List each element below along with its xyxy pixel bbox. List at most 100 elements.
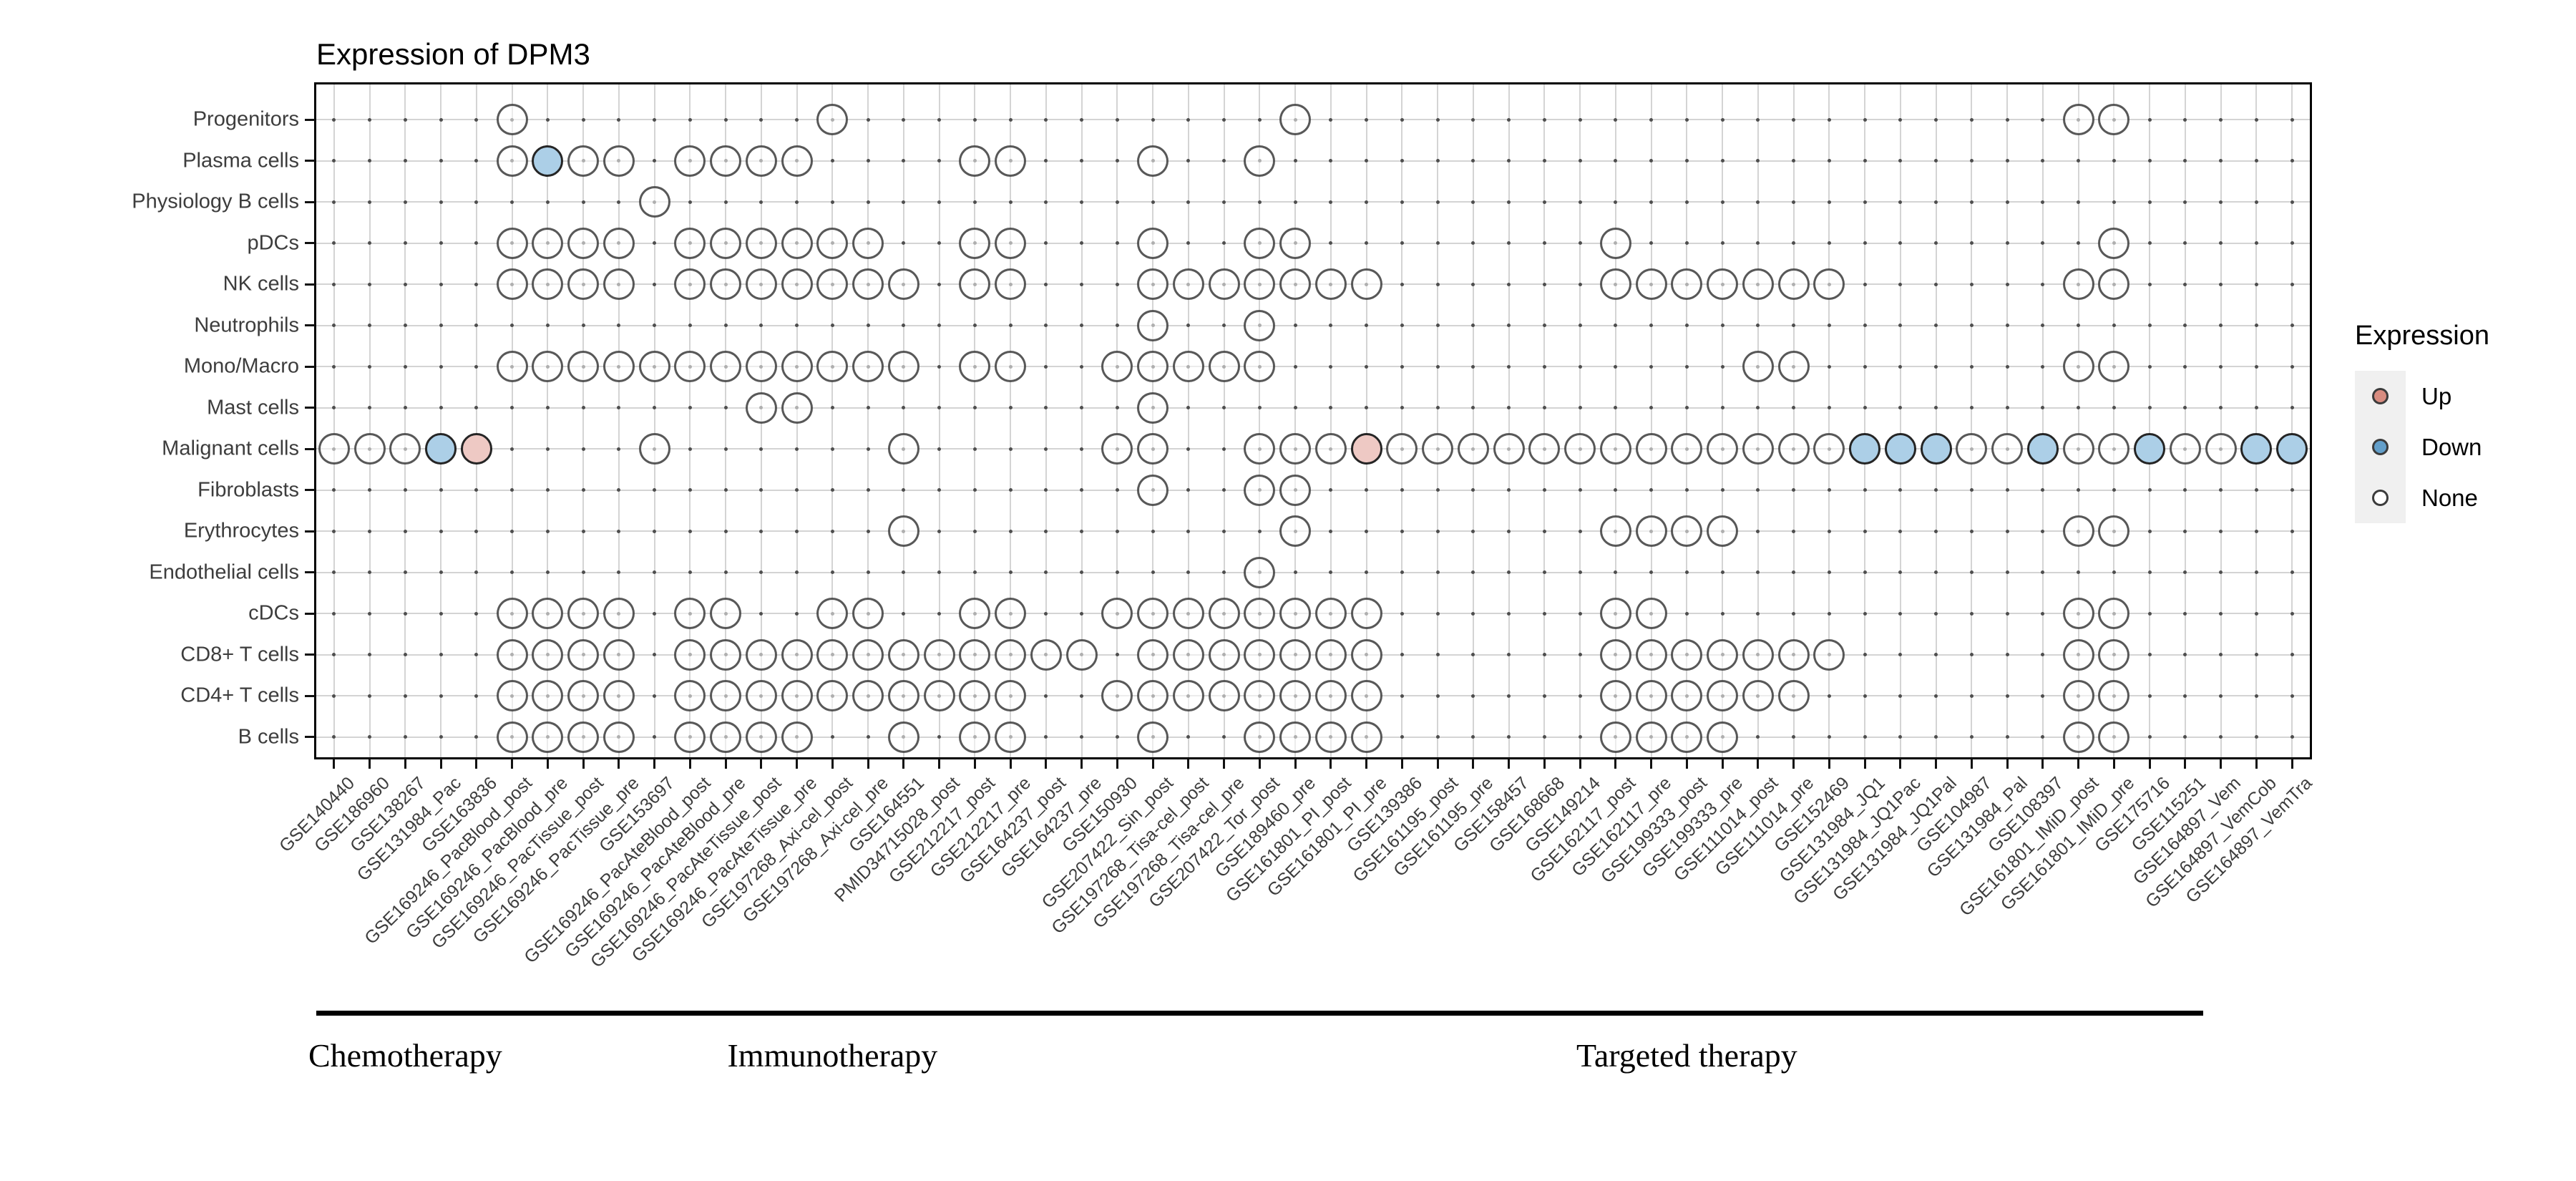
expression-dot-none — [1314, 680, 1347, 711]
grid-intersection-dot — [1471, 117, 1475, 122]
expression-dot-none — [1635, 598, 1667, 629]
y-axis-label: B cells — [238, 725, 299, 748]
x-axis-tick — [546, 758, 549, 769]
grid-intersection-dot — [1329, 529, 1333, 533]
x-axis-tick — [1828, 758, 1830, 769]
grid-intersection-dot — [1365, 529, 1369, 533]
grid-intersection-dot — [1827, 200, 1831, 204]
grid-intersection-dot — [1863, 200, 1867, 204]
x-axis-tick — [1614, 758, 1617, 769]
grid-intersection-dot — [1186, 406, 1191, 409]
y-axis-tick — [305, 407, 315, 409]
grid-intersection-dot — [688, 488, 692, 492]
grid-intersection-dot — [1863, 735, 1867, 739]
legend-dot-up — [2372, 388, 2389, 404]
grid-intersection-dot — [653, 653, 657, 656]
grid-intersection-dot — [1578, 159, 1582, 162]
grid-intersection-dot — [545, 117, 550, 122]
x-axis-tick — [1365, 758, 1368, 769]
grid-intersection-dot — [581, 406, 585, 409]
grid-intersection-dot — [581, 200, 585, 204]
grid-intersection-dot — [1008, 406, 1013, 409]
grid-intersection-dot — [1507, 653, 1511, 656]
grid-intersection-dot — [1792, 529, 1796, 533]
expression-dot-none — [995, 721, 1027, 753]
grid-intersection-dot — [937, 241, 942, 245]
grid-intersection-dot — [1792, 406, 1796, 409]
y-axis-label: Erythrocytes — [183, 519, 299, 543]
grid-intersection-dot — [937, 117, 942, 122]
grid-intersection-dot — [617, 488, 621, 492]
expression-dot-none — [959, 268, 991, 300]
grid-hline — [316, 242, 2310, 244]
grid-intersection-dot — [1044, 364, 1048, 369]
grid-intersection-dot — [1578, 241, 1582, 245]
grid-intersection-dot — [1827, 241, 1831, 245]
expression-dot-none — [353, 433, 386, 465]
grid-intersection-dot — [1329, 570, 1333, 574]
grid-vline — [1686, 84, 1688, 757]
grid-intersection-dot — [1080, 529, 1084, 533]
grid-intersection-dot — [2041, 653, 2045, 656]
grid-intersection-dot — [2254, 364, 2258, 369]
grid-intersection-dot — [403, 282, 407, 286]
grid-intersection-dot — [2005, 282, 2009, 286]
chart-title: Expression of DPM3 — [316, 37, 590, 71]
grid-intersection-dot — [1898, 241, 1903, 245]
expression-dot-none — [2098, 227, 2130, 259]
grid-intersection-dot — [1578, 406, 1582, 409]
grid-intersection-dot — [2219, 570, 2223, 574]
x-axis-tick — [1935, 758, 1938, 769]
grid-intersection-dot — [866, 324, 870, 327]
expression-dot-none — [710, 680, 742, 711]
expression-dot-none — [2098, 680, 2130, 711]
expression-dot-none — [674, 145, 706, 177]
expression-dot-none — [852, 680, 884, 711]
x-axis-tick — [867, 758, 869, 769]
x-axis-tick — [796, 758, 799, 769]
expression-dot-none — [710, 721, 742, 753]
grid-intersection-dot — [937, 447, 942, 451]
grid-intersection-dot — [1969, 364, 1974, 369]
grid-intersection-dot — [1934, 694, 1938, 698]
grid-intersection-dot — [830, 159, 834, 162]
grid-vline — [582, 84, 585, 757]
x-axis-tick — [2220, 758, 2223, 769]
expression-dot-down — [425, 433, 457, 465]
grid-intersection-dot — [1720, 324, 1724, 327]
expression-dot-none — [1671, 721, 1703, 753]
expression-dot-none — [959, 638, 991, 671]
grid-intersection-dot — [866, 529, 870, 533]
grid-vline — [1757, 84, 1759, 757]
grid-intersection-dot — [2254, 653, 2258, 656]
expression-dot-none — [674, 638, 706, 671]
grid-vline — [1294, 84, 1297, 757]
expression-dot-none — [1244, 351, 1276, 382]
grid-intersection-dot — [2290, 324, 2294, 327]
grid-intersection-dot — [1649, 324, 1654, 327]
expression-dot-none — [852, 638, 884, 671]
grid-intersection-dot — [2005, 653, 2009, 656]
grid-intersection-dot — [1542, 488, 1546, 492]
grid-intersection-dot — [2219, 694, 2223, 698]
grid-intersection-dot — [545, 570, 550, 574]
grid-intersection-dot — [1792, 241, 1796, 245]
expression-dot-none — [496, 145, 528, 177]
grid-intersection-dot — [545, 200, 550, 204]
grid-hline — [316, 448, 2310, 449]
expression-dot-none — [1244, 145, 1276, 177]
expression-dot-none — [1244, 268, 1276, 300]
grid-intersection-dot — [2290, 694, 2294, 698]
grid-intersection-dot — [474, 117, 479, 122]
grid-intersection-dot — [1471, 282, 1475, 286]
grid-intersection-dot — [1863, 488, 1867, 492]
grid-intersection-dot — [1365, 200, 1369, 204]
grid-intersection-dot — [2005, 570, 2009, 574]
grid-intersection-dot — [1863, 324, 1867, 327]
grid-vline — [1116, 84, 1118, 757]
expression-dot-none — [816, 598, 849, 629]
grid-intersection-dot — [1649, 159, 1654, 162]
grid-intersection-dot — [2077, 324, 2081, 327]
grid-intersection-dot — [1044, 200, 1048, 204]
expression-dot-none — [1314, 433, 1347, 465]
